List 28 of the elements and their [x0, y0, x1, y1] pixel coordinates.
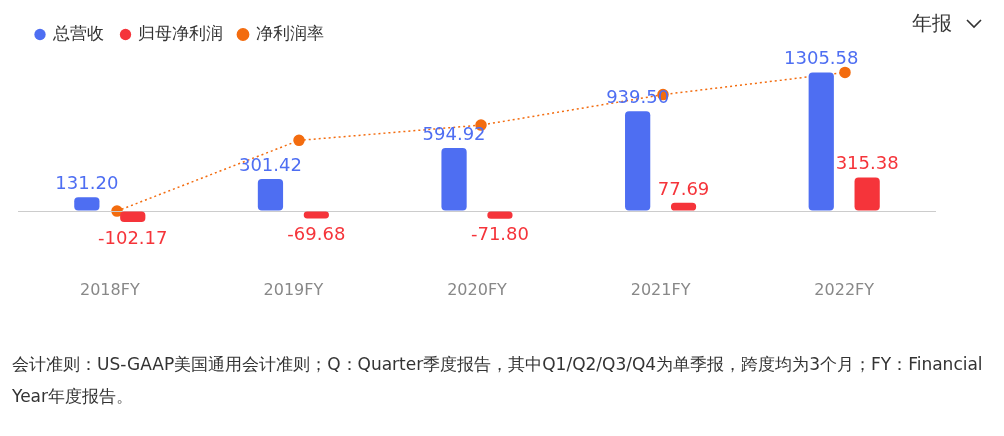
- data-label: 301.42: [238, 153, 302, 175]
- point: [293, 134, 305, 147]
- data-label: -69.68: [287, 223, 346, 245]
- text: 年报: [912, 10, 952, 37]
- data-label: -71.80: [470, 223, 529, 245]
- legend-label: 归母净利润: [138, 22, 223, 43]
- bar: [441, 147, 467, 211]
- bar: [74, 197, 100, 211]
- data-label: 315.38: [835, 152, 899, 174]
- bar: [625, 111, 651, 211]
- bar: [854, 177, 880, 211]
- bar: [120, 211, 146, 222]
- point: [839, 66, 851, 79]
- legend-label: 总营收: [51, 22, 104, 43]
- data-label: 77.69: [657, 177, 710, 199]
- x-tick-label: 2020FY: [447, 279, 508, 299]
- data-label: 131.20: [55, 171, 119, 193]
- text: 会计准则：US-GAAP美国通用会计准则；Q：Quarter季度报告，其中Q1/Q2/Q3/Q4为单季报，跨度均为3个月；FY：Financial Year年度报告。: [11, 353, 984, 408]
- bar: [257, 179, 284, 211]
- x-tick-label: 2021FY: [630, 279, 691, 299]
- data-label: 594.92: [422, 122, 486, 144]
- x-tick-label: 2018FY: [79, 279, 140, 299]
- bar: [808, 72, 834, 211]
- legend-label: 净利润率: [255, 22, 324, 43]
- data-label: 1305.58: [784, 47, 859, 69]
- data-label: -102.17: [98, 226, 168, 248]
- x-tick-label: 2022FY: [814, 279, 875, 299]
- x-tick-label: 2019FY: [263, 279, 324, 299]
